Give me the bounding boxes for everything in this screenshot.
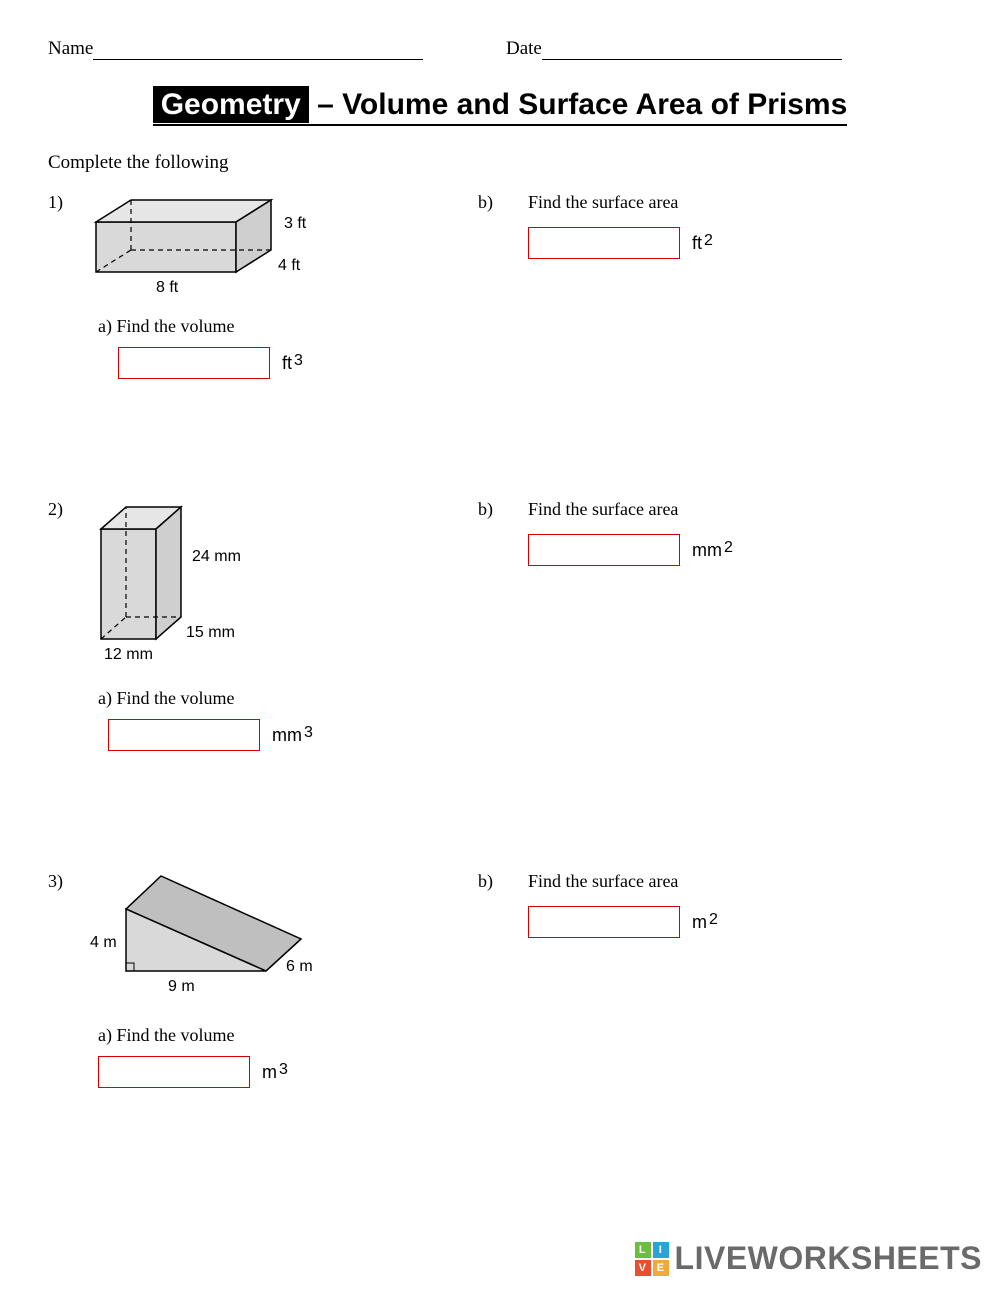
page-title: Geometry – Volume and Surface Area of Pr… [48, 88, 952, 126]
part-a-label: a) Find the volume [98, 688, 478, 709]
dim-d: 6 m [286, 958, 313, 975]
part-a-label: a) Find the volume [98, 1025, 478, 1046]
title-boxed: Geometry [153, 86, 309, 123]
part-b-marker: b) [478, 192, 493, 213]
problem-number: 2) [48, 499, 63, 520]
dim-w: 15 mm [186, 624, 235, 641]
figure-rect-prism-1: 3 ft 4 ft 8 ft [86, 192, 316, 302]
dim-b: 9 m [168, 978, 195, 995]
answer-input-surface-area[interactable] [528, 906, 680, 938]
dim-h: 24 mm [192, 548, 241, 565]
unit-volume: ft3 [282, 352, 303, 374]
problem-2: 2) 24 mm 15 mm 12 mm a) Find the volu [48, 499, 952, 751]
problem-3: 3) [48, 871, 952, 1088]
part-b-label: Find the surface area [528, 499, 928, 520]
part-b-label: Find the surface area [528, 871, 928, 892]
problem-number: 3) [48, 871, 63, 892]
answer-input-surface-area[interactable] [528, 227, 680, 259]
name-label: Name [48, 38, 93, 59]
part-a-label: a) Find the volume [98, 316, 478, 337]
dim-l: 8 ft [156, 279, 179, 296]
unit-volume: m3 [262, 1061, 288, 1083]
watermark-text: LIVEWORKSHEETS [675, 1240, 982, 1277]
title-rest: Volume and Surface Area of Prisms [342, 88, 847, 121]
figure-triangular-prism: 4 m 9 m 6 m [86, 871, 336, 1011]
dim-h: 3 ft [284, 215, 307, 232]
unit-surface-area: mm2 [692, 539, 733, 561]
part-b-label: Find the surface area [528, 192, 928, 213]
answer-input-volume[interactable] [98, 1056, 250, 1088]
unit-surface-area: ft2 [692, 232, 713, 254]
unit-surface-area: m2 [692, 911, 718, 933]
answer-input-surface-area[interactable] [528, 534, 680, 566]
title-dash: – [309, 88, 342, 121]
watermark: L I V E LIVEWORKSHEETS [635, 1240, 982, 1277]
unit-volume: mm3 [272, 724, 313, 746]
answer-input-volume[interactable] [108, 719, 260, 751]
problem-number: 1) [48, 192, 63, 213]
dim-l: 12 mm [104, 646, 153, 663]
dim-h: 4 m [90, 934, 117, 951]
part-b-marker: b) [478, 871, 493, 892]
watermark-badge: L I V E [635, 1242, 669, 1276]
instruction-text: Complete the following [48, 152, 952, 174]
header-row: Name Date [48, 38, 952, 60]
dim-w: 4 ft [278, 257, 301, 274]
problem-1: 1) 3 ft 4 ft 8 ft a) Find the volume [48, 192, 952, 379]
figure-rect-prism-2: 24 mm 15 mm 12 mm [86, 499, 286, 674]
answer-input-volume[interactable] [118, 347, 270, 379]
date-label: Date [506, 38, 542, 59]
part-b-marker: b) [478, 499, 493, 520]
